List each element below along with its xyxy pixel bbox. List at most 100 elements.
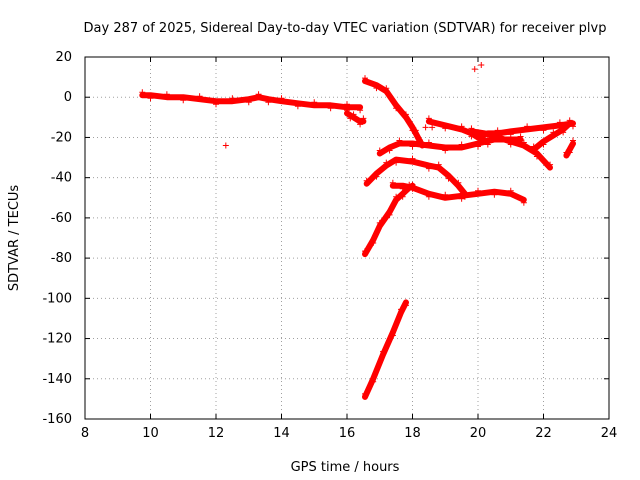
series-line bbox=[362, 182, 416, 258]
data-point bbox=[494, 131, 501, 138]
data-point bbox=[386, 147, 393, 154]
data-point bbox=[406, 181, 413, 188]
data-point bbox=[229, 95, 236, 102]
data-point bbox=[196, 93, 203, 100]
data-point bbox=[429, 124, 436, 131]
data-point bbox=[222, 142, 229, 149]
y-tick-label: 0 bbox=[64, 90, 72, 105]
data-point bbox=[507, 131, 514, 138]
data-point bbox=[455, 179, 462, 186]
data-point bbox=[362, 75, 369, 82]
data-point bbox=[163, 91, 170, 98]
data-point bbox=[556, 119, 563, 126]
data-point bbox=[383, 85, 390, 92]
data-point bbox=[373, 85, 380, 92]
data-point bbox=[139, 89, 146, 96]
data-point bbox=[370, 240, 377, 247]
data-point bbox=[550, 129, 557, 136]
y-tick-label: -40 bbox=[51, 171, 72, 186]
data-point bbox=[533, 153, 540, 160]
data-point bbox=[370, 378, 377, 385]
data-point bbox=[409, 155, 416, 162]
data-point bbox=[566, 149, 573, 156]
chart-title: Day 287 of 2025, Sidereal Day-to-day VTE… bbox=[84, 21, 607, 36]
x-tick-label: 18 bbox=[404, 426, 421, 441]
data-point bbox=[520, 139, 527, 146]
data-point bbox=[362, 248, 369, 255]
x-tick-label: 10 bbox=[142, 426, 159, 441]
data-point bbox=[344, 101, 350, 108]
data-point bbox=[180, 97, 187, 104]
data-point bbox=[389, 332, 396, 339]
tick-labels: 8 10 12 14 16 18 20 22 24 20 0 -20 -40 -60 -80 -100 -120… bbox=[42, 50, 617, 441]
series-arc-2 bbox=[344, 107, 367, 128]
data-point bbox=[399, 193, 406, 200]
data-point bbox=[540, 127, 547, 134]
data-point bbox=[347, 115, 354, 122]
data-point bbox=[265, 99, 272, 106]
data-point bbox=[507, 187, 514, 194]
data-point bbox=[507, 141, 514, 148]
y-axis-title: SDTVAR / TECUs bbox=[7, 185, 22, 292]
data-point bbox=[540, 141, 547, 148]
data-point bbox=[547, 161, 554, 168]
data-point bbox=[425, 165, 432, 172]
data-point bbox=[425, 139, 432, 146]
data-point bbox=[530, 143, 537, 150]
data-point bbox=[442, 147, 449, 154]
data-point bbox=[393, 105, 400, 112]
data-point bbox=[373, 173, 380, 180]
data-point bbox=[458, 141, 465, 148]
data-point bbox=[409, 143, 416, 150]
series-arc-8 bbox=[362, 299, 409, 400]
data-point bbox=[566, 117, 573, 124]
data-point bbox=[458, 195, 465, 202]
data-point bbox=[409, 185, 416, 192]
y-tick-label: 20 bbox=[55, 50, 72, 65]
data-point bbox=[147, 95, 154, 102]
data-point bbox=[520, 199, 527, 206]
series-arc-7 bbox=[362, 181, 416, 258]
data-point bbox=[425, 193, 432, 200]
data-point bbox=[412, 127, 419, 134]
data-point bbox=[357, 121, 364, 128]
x-tick-label: 12 bbox=[208, 426, 225, 441]
data-point bbox=[425, 115, 432, 122]
data-point bbox=[458, 123, 465, 130]
data-point bbox=[213, 101, 219, 108]
data-point bbox=[327, 105, 334, 112]
data-point bbox=[344, 107, 350, 114]
series-arc-5 bbox=[363, 155, 468, 200]
data-point bbox=[569, 137, 576, 144]
data-point bbox=[389, 179, 396, 186]
data-point bbox=[350, 111, 357, 118]
data-point bbox=[402, 302, 409, 309]
y-tick-label: -60 bbox=[51, 211, 72, 226]
x-axis-title: GPS time / hours bbox=[291, 460, 400, 475]
data-point bbox=[569, 123, 576, 130]
data-point bbox=[294, 103, 301, 110]
data-point bbox=[422, 124, 429, 131]
data-point bbox=[376, 219, 383, 226]
x-tick-label: 16 bbox=[339, 426, 356, 441]
data-point bbox=[386, 211, 393, 218]
series-line bbox=[376, 136, 524, 157]
data-point bbox=[402, 111, 409, 118]
data-point bbox=[362, 390, 369, 397]
y-tick-label: -100 bbox=[42, 291, 72, 306]
data-point bbox=[360, 115, 367, 122]
y-tick-label: -80 bbox=[51, 251, 72, 266]
data-point bbox=[383, 159, 390, 166]
x-tick-label: 14 bbox=[273, 426, 290, 441]
x-tick-label: 24 bbox=[601, 426, 618, 441]
x-tick-label: 22 bbox=[535, 426, 552, 441]
y-tick-label: -20 bbox=[51, 130, 72, 145]
data-point bbox=[475, 143, 481, 150]
data-point bbox=[478, 62, 485, 69]
series-arc-12 bbox=[530, 117, 573, 153]
x-tick-label: 8 bbox=[81, 426, 89, 441]
data-point bbox=[445, 175, 452, 182]
data-point bbox=[560, 129, 567, 136]
data-point bbox=[442, 125, 449, 132]
